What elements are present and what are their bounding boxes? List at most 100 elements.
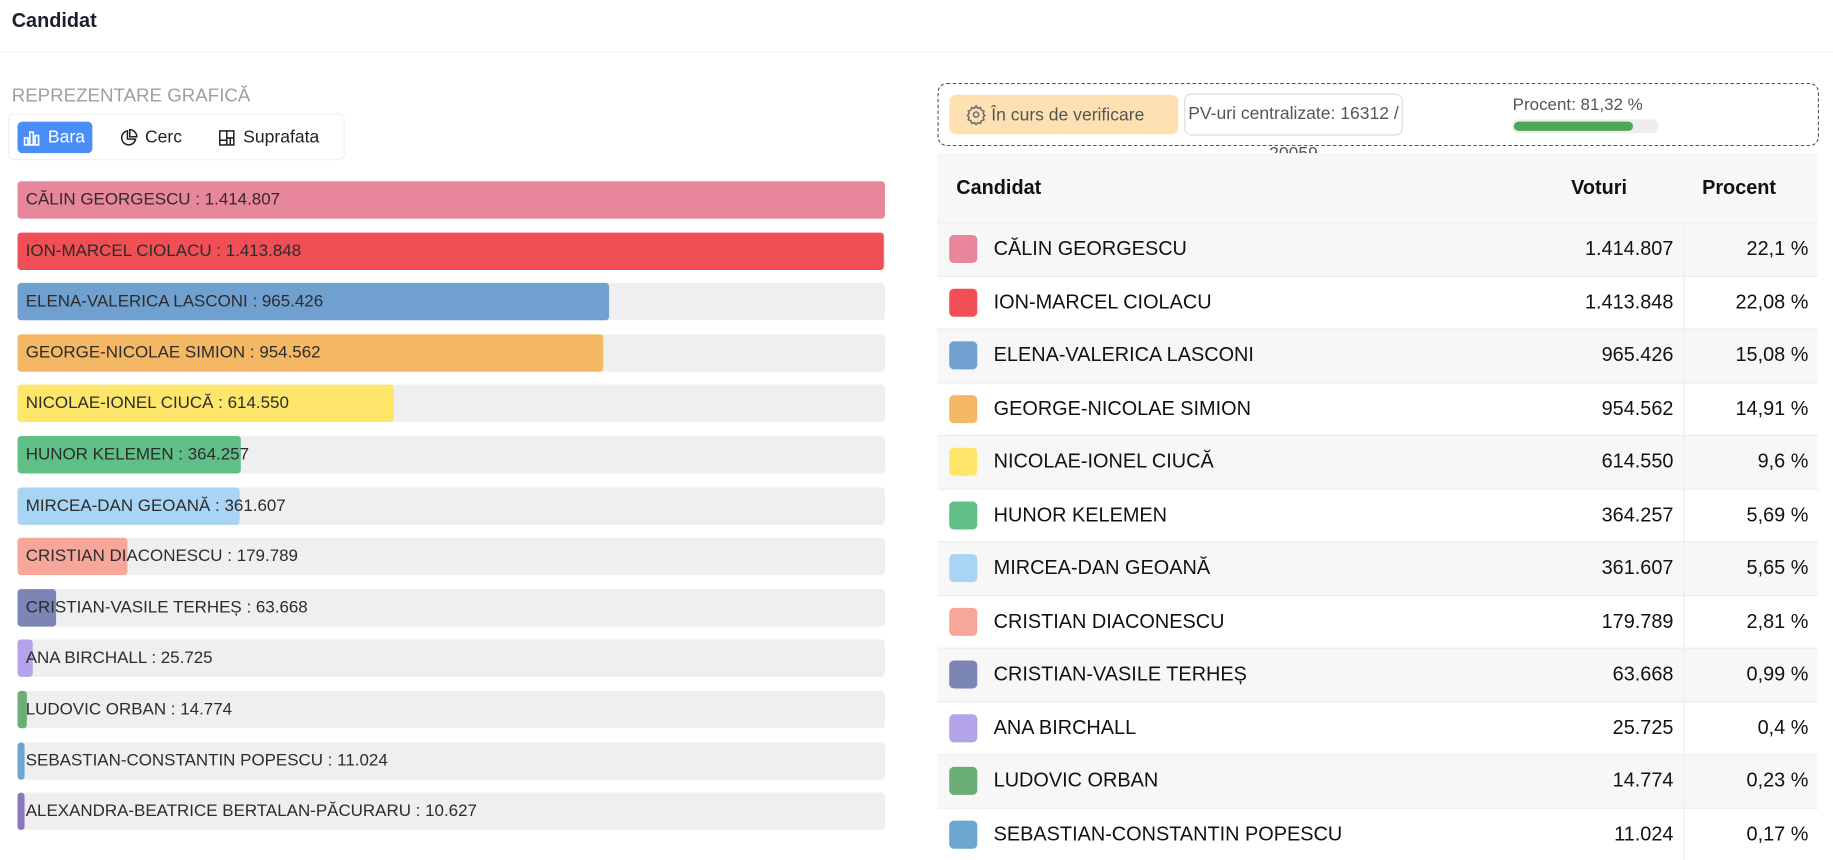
candidate-name: CRISTIAN DIACONESCU — [993, 609, 1225, 633]
table-row[interactable]: CRISTIAN DIACONESCU 179.789 2,81 % — [937, 594, 1818, 649]
table-row[interactable]: CRISTIAN-VASILE TERHEȘ 63.668 0,99 % — [937, 647, 1818, 702]
bar-label: NICOLAE-IONEL CIUCĂ : 614.550 — [25, 394, 289, 414]
tab-suprafata[interactable]: Suprafata — [213, 122, 326, 154]
votes-cell: 25.725 — [1552, 700, 1684, 755]
bar-chart-icon — [23, 130, 40, 146]
verification-status-badge: În curs de verificare — [949, 94, 1179, 135]
bar-row[interactable]: ION-MARCEL CIOLACU : 1.413.848 — [17, 232, 885, 270]
bar-label: MIRCEA-DAN GEOANĂ : 361.607 — [25, 496, 286, 516]
bar-row[interactable]: CRISTIAN DIACONESCU : 179.789 — [17, 537, 885, 576]
table-row[interactable]: LUDOVIC ORBAN 14.774 0,23 % — [937, 754, 1818, 808]
bar-row[interactable]: CRISTIAN-VASILE TERHEȘ : 63.668 — [17, 588, 885, 627]
candidate-name: MIRCEA-DAN GEOANĂ — [993, 556, 1211, 579]
candidate-cell: ANA BIRCHALL — [937, 700, 1553, 755]
table-row[interactable]: CĂLIN GEORGESCU 1.414.807 22,1 % — [937, 222, 1818, 276]
bar-value-label: 63.668 — [255, 598, 308, 617]
table-row[interactable]: HUNOR KELEMEN 364.257 5,69 % — [937, 488, 1818, 542]
bar-row[interactable]: HUNOR KELEMEN : 364.257 — [17, 436, 885, 474]
treemap-icon — [219, 129, 235, 146]
candidate-name: HUNOR KELEMEN — [993, 503, 1168, 526]
bar-fill — [17, 232, 885, 270]
votes-cell: 1.413.848 — [1552, 275, 1684, 330]
candidate-cell: LUDOVIC ORBAN — [937, 754, 1553, 808]
table-row[interactable]: ELENA-VALERICA LASCONI 965.426 15,08 % — [937, 328, 1818, 383]
bar-fill — [17, 486, 240, 525]
bar-fill — [17, 385, 395, 423]
bar-value-label: 1.414.807 — [204, 190, 281, 210]
bar-value-label: 14.774 — [180, 700, 233, 719]
percent-cell: 14,91 % — [1683, 381, 1818, 436]
color-swatch — [949, 660, 978, 689]
votes-cell: 11.024 — [1552, 807, 1684, 860]
color-swatch — [949, 767, 978, 796]
votes-cell: 965.426 — [1552, 328, 1684, 383]
color-swatch — [949, 448, 978, 477]
bar-row[interactable]: ALEXANDRA-BEATRICE BERTALAN-PĂCURARU : 1… — [17, 792, 885, 831]
candidate-cell: ELENA-VALERICA LASCONI — [937, 328, 1553, 383]
col-procent: Procent — [1683, 153, 1818, 223]
bar-candidate-name: ANA BIRCHALL — [25, 649, 147, 668]
bar-row[interactable]: ELENA-VALERICA LASCONI : 965.426 — [17, 283, 885, 321]
bar-row[interactable]: CĂLIN GEORGESCU : 1.414.807 — [17, 181, 885, 219]
bar-candidate-name: ELENA-VALERICA LASCONI — [25, 292, 248, 312]
tab-bar[interactable]: Bara — [17, 121, 92, 154]
col-candidat: Candidat — [937, 153, 1553, 223]
bar-candidate-name: NICOLAE-IONEL CIUCĂ — [25, 394, 214, 414]
bar-value-label: 965.426 — [261, 292, 324, 312]
percent-progress-bar — [1511, 119, 1659, 134]
bar-value-label: 364.257 — [187, 445, 250, 465]
bar-row[interactable]: MIRCEA-DAN GEOANĂ : 361.607 — [17, 486, 885, 525]
color-swatch — [949, 713, 978, 743]
votes-cell: 954.562 — [1552, 381, 1684, 436]
bar-label: HUNOR KELEMEN : 364.257 — [25, 445, 250, 465]
table-row[interactable]: MIRCEA-DAN GEOANĂ 361.607 5,65 % — [937, 541, 1818, 596]
bar-label: ALEXANDRA-BEATRICE BERTALAN-PĂCURARU : 1… — [25, 802, 477, 821]
bar-row[interactable]: ANA BIRCHALL : 25.725 — [17, 639, 885, 678]
table-row[interactable]: SEBASTIAN-CONSTANTIN POPESCU 11.024 0,17 % — [937, 807, 1818, 860]
tab-cerc[interactable]: Cerc — [115, 122, 189, 154]
candidate-cell: CRISTIAN-VASILE TERHEȘ — [937, 647, 1553, 702]
bar-value-label: 25.725 — [160, 649, 213, 668]
bar-row[interactable]: NICOLAE-IONEL CIUCĂ : 614.550 — [17, 385, 885, 423]
bar-candidate-name: CRISTIAN DIACONESCU — [25, 547, 223, 566]
bar-candidate-name: ALEXANDRA-BEATRICE BERTALAN-PĂCURARU — [25, 802, 411, 821]
percent-cell: 0,99 % — [1683, 647, 1818, 702]
bar-label: CRISTIAN DIACONESCU : 179.789 — [25, 547, 298, 566]
bar-candidate-name: ION-MARCEL CIOLACU — [25, 241, 212, 261]
bar-label: ION-MARCEL CIOLACU : 1.413.848 — [25, 241, 302, 261]
candidate-name: CRISTIAN-VASILE TERHEȘ — [993, 663, 1247, 686]
candidate-name: SEBASTIAN-CONSTANTIN POPESCU — [993, 822, 1343, 845]
bar-label: ANA BIRCHALL : 25.725 — [25, 649, 213, 668]
table-row[interactable]: GEORGE-NICOLAE SIMION 954.562 14,91 % — [937, 381, 1818, 436]
percent-cell: 0,4 % — [1683, 700, 1818, 755]
candidate-name: ELENA-VALERICA LASCONI — [993, 343, 1254, 367]
page-title: Candidat — [11, 9, 97, 32]
bar-row[interactable]: SEBASTIAN-CONSTANTIN POPESCU : 11.024 — [17, 741, 885, 780]
table-row[interactable]: ION-MARCEL CIOLACU 1.413.848 22,08 % — [937, 275, 1818, 330]
pv-count: PV-uri centralizate: 16312 / 20059 — [1184, 93, 1403, 164]
bar-candidate-name: CRISTIAN-VASILE TERHEȘ — [25, 598, 242, 617]
percent-cell: 22,08 % — [1683, 275, 1818, 330]
bar-fill — [17, 181, 885, 219]
bar-fill — [17, 792, 25, 831]
bar-candidate-name: GEORGE-NICOLAE SIMION — [25, 343, 246, 363]
bar-row[interactable]: GEORGE-NICOLAE SIMION : 954.562 — [17, 334, 885, 372]
bar-candidate-name: HUNOR KELEMEN — [25, 445, 174, 465]
table-row[interactable]: ANA BIRCHALL 25.725 0,4 % — [937, 700, 1818, 755]
color-swatch — [949, 288, 978, 317]
candidate-cell: CĂLIN GEORGESCU — [937, 222, 1553, 276]
percent-label: Procent: 81,32 % — [1512, 95, 1643, 115]
percent-cell: 5,65 % — [1683, 541, 1818, 596]
percent-cell: 15,08 % — [1683, 328, 1818, 383]
bar-candidate-name: SEBASTIAN-CONSTANTIN POPESCU — [25, 751, 324, 770]
table-row[interactable]: NICOLAE-IONEL CIUCĂ 614.550 9,6 % — [937, 434, 1818, 489]
bar-candidate-name: LUDOVIC ORBAN — [25, 700, 167, 719]
percent-cell: 0,17 % — [1683, 807, 1818, 860]
color-swatch — [949, 607, 978, 636]
percent-cell: 2,81 % — [1683, 594, 1818, 649]
candidate-cell: NICOLAE-IONEL CIUCĂ — [937, 434, 1553, 489]
color-swatch — [949, 341, 978, 370]
bar-row[interactable]: LUDOVIC ORBAN : 14.774 — [17, 690, 885, 729]
bar-value-label: 361.607 — [224, 496, 286, 516]
color-swatch — [949, 554, 978, 583]
